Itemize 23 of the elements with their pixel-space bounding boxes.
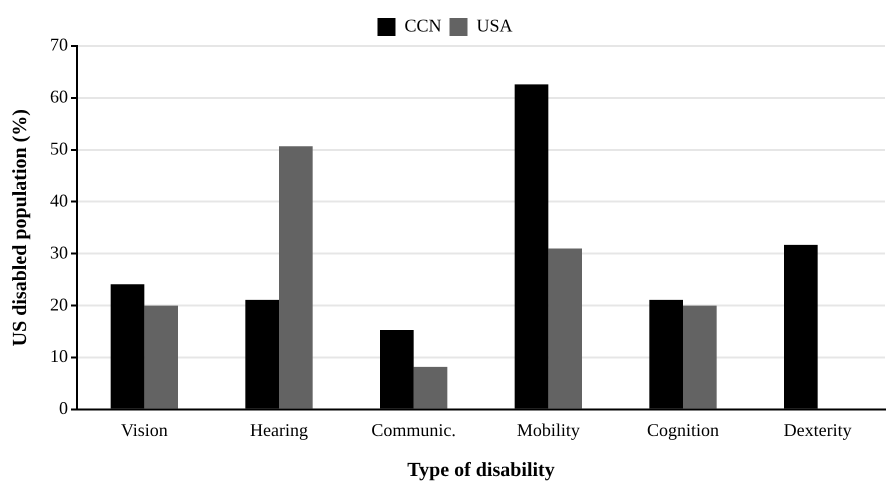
y-tick-label: 50 — [50, 138, 68, 159]
y-tick-label: 0 — [59, 398, 68, 418]
x-tick-label: Cognition — [646, 420, 720, 440]
y-tick-label: 20 — [50, 294, 68, 314]
x-tick-label: Mobility — [516, 420, 580, 440]
x-tick-label: Hearing — [250, 420, 308, 440]
y-tick-label: 30 — [50, 242, 68, 262]
legend-label: CCN — [404, 16, 442, 36]
bar — [548, 248, 582, 408]
x-axis-title: Type of disability — [407, 459, 555, 482]
x-tick-label: Vision — [120, 420, 168, 440]
y-tick-label: 70 — [50, 34, 68, 55]
x-tick-label: Communic. — [371, 420, 456, 440]
bar — [279, 146, 313, 408]
legend-label: USA — [476, 16, 513, 36]
y-axis-title: US disabled population (%) — [9, 109, 32, 346]
y-tick-label: 60 — [50, 86, 68, 107]
y-tick-label: 10 — [50, 346, 68, 366]
bar — [683, 306, 717, 408]
bar — [414, 366, 448, 408]
y-tick-label: 40 — [50, 190, 68, 210]
x-tick-label: Dexterity — [784, 420, 852, 440]
bar — [144, 306, 178, 408]
